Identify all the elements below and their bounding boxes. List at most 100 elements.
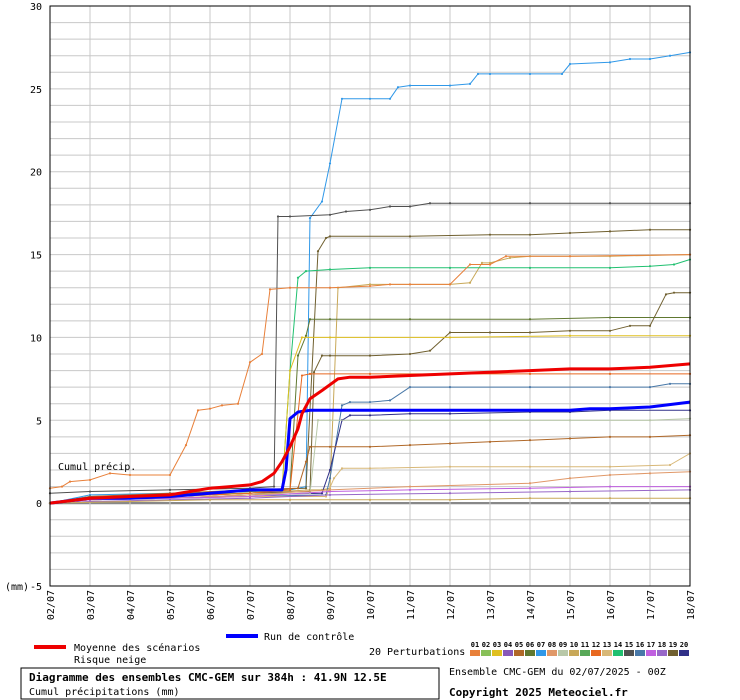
series-point: [308, 217, 312, 220]
series-point: [328, 235, 332, 238]
perturbation-swatch: [679, 650, 689, 656]
series-point: [528, 372, 532, 375]
legend-control-label: Run de contrôle: [264, 631, 354, 643]
y-tick-label: 10: [30, 333, 42, 344]
series-point: [368, 467, 372, 470]
series-point: [408, 235, 412, 238]
series-point: [608, 316, 612, 319]
series-point: [296, 354, 300, 357]
series-point: [388, 205, 392, 208]
series-point: [344, 210, 348, 213]
series-point: [328, 445, 332, 448]
series-point: [528, 233, 532, 236]
series-point: [308, 445, 312, 448]
series-point: [628, 57, 632, 61]
series-point: [476, 72, 480, 76]
perturbation-swatch: [657, 650, 667, 656]
series-point: [568, 477, 572, 480]
series-point: [608, 61, 612, 64]
series-point: [236, 402, 240, 405]
perturbation-swatch: [514, 650, 524, 656]
series-point: [348, 414, 352, 417]
series-point: [668, 54, 672, 57]
x-tick-label: 17/07: [646, 590, 657, 620]
series-point: [340, 467, 344, 470]
series-point: [328, 354, 332, 357]
series-point: [608, 485, 612, 488]
series-point: [288, 498, 292, 501]
perturbation-series-line: [49, 489, 691, 504]
series-point: [468, 281, 472, 284]
series-point: [296, 487, 300, 490]
series-point: [368, 445, 372, 448]
series-point: [368, 284, 372, 288]
perturbation-swatch: [646, 650, 656, 656]
perturbation-number: 03: [493, 641, 501, 649]
series-point: [408, 318, 412, 321]
series-point: [248, 492, 252, 495]
series-point: [272, 485, 276, 488]
series-point: [296, 276, 300, 279]
series-point: [324, 495, 328, 498]
series-point: [324, 236, 328, 240]
perturbation-number: 17: [647, 641, 655, 649]
series-point: [260, 352, 264, 356]
series-point: [528, 482, 532, 485]
series-point: [448, 266, 452, 269]
series-point: [208, 407, 212, 410]
series-point: [448, 331, 452, 334]
series-point: [448, 492, 452, 495]
title-box: [20, 667, 440, 700]
x-tick-label: 08/07: [286, 590, 297, 620]
series-point: [248, 361, 252, 364]
x-tick-label: 18/07: [686, 590, 697, 620]
series-point: [568, 437, 572, 440]
series-point: [288, 286, 292, 289]
series-point: [184, 444, 188, 447]
perturbation-swatch: [602, 650, 612, 656]
series-point: [648, 472, 652, 475]
y-tick-label: 25: [30, 85, 42, 96]
legend-pert-label: 20 Perturbations: [369, 647, 465, 658]
series-point: [448, 202, 452, 205]
series-point: [220, 404, 224, 407]
series-point: [168, 473, 172, 477]
series-point: [568, 62, 572, 66]
series-point: [368, 498, 372, 501]
series-point: [88, 478, 92, 482]
perturbation-number: 16: [636, 641, 644, 649]
series-point: [608, 329, 612, 332]
perturbation-swatch: [635, 650, 645, 656]
perturbation-swatch: [536, 650, 546, 656]
x-axis-ticks: 02/07 03/07 04/07 05/07 06/07 07/07 08/07 09/07…: [46, 590, 697, 620]
series-point: [312, 371, 316, 374]
series-point: [448, 84, 452, 87]
series-point: [288, 215, 292, 218]
perturbation-number: 05: [515, 641, 523, 649]
x-tick-label: 13/07: [486, 590, 497, 620]
series-point: [528, 386, 532, 389]
series-point: [88, 490, 92, 493]
y-tick-label: 0: [36, 499, 42, 510]
series-point: [648, 57, 652, 61]
series-point: [408, 205, 412, 208]
series-point: [332, 477, 336, 480]
copyright: Copyright 2025 Meteociel.fr: [449, 686, 628, 699]
chart-subtitle: Cumul précipitations (mm): [29, 686, 180, 698]
x-tick-label: 15/07: [566, 590, 577, 620]
series-point: [328, 162, 332, 165]
series-point: [568, 334, 572, 337]
series-point: [408, 283, 412, 286]
series-point: [668, 463, 672, 467]
series-point: [488, 331, 492, 334]
series-point: [328, 336, 332, 339]
series-point: [368, 372, 372, 375]
series-point: [60, 485, 64, 488]
series-point: [568, 255, 572, 258]
y-axis-unit: (mm): [5, 582, 29, 593]
perturbation-swatch: [470, 650, 480, 656]
series-point: [488, 72, 492, 76]
series-point: [304, 460, 308, 463]
series-point: [408, 488, 412, 491]
series-point: [648, 419, 652, 422]
